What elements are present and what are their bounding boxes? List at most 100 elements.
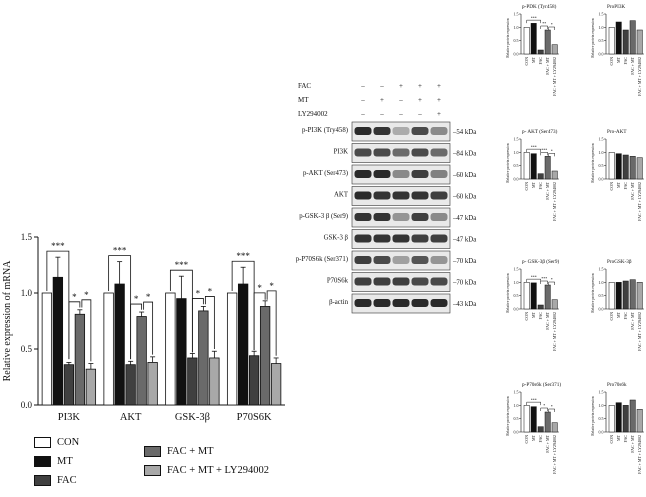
y-tick-label: 1.5 [21, 232, 33, 242]
blot-band [354, 234, 372, 243]
x-tick-label: FAC + MT [545, 311, 550, 329]
significance-bracket [526, 278, 541, 283]
x-tick-label: FAC + MT + LY294002 [637, 57, 642, 96]
blot-band [430, 170, 448, 178]
x-tick-label: P70S6K [237, 412, 272, 423]
y-axis-label: Relative protein expression [591, 143, 595, 183]
small-chart-title: p-P70s6k (Ser371) [522, 381, 561, 388]
x-tick-label: FAC + MT + LY294002 [552, 435, 557, 474]
y-tick-label: 0.5 [599, 163, 604, 168]
x-tick-label: FAC [538, 57, 543, 65]
legend-item: MT [34, 454, 73, 468]
significance-bracket [540, 25, 548, 29]
blot-band [354, 148, 372, 157]
bar-fac [63, 364, 75, 406]
small-chart-title: ProGSK-3β [607, 259, 632, 265]
legend-swatch [34, 455, 51, 467]
chart-p-akt: p- AKT (Ser473) 0.0 0.5 1.0 1.5 Relative prot… [506, 128, 559, 221]
x-tick-label: FAC + MT [630, 56, 635, 74]
bar-con [523, 152, 530, 180]
treatment-sign: + [437, 96, 441, 104]
significance-bracket [143, 301, 154, 355]
significance-label: * [551, 149, 553, 154]
blot-band [373, 127, 391, 135]
kda-marker: –60 kDa [452, 194, 476, 201]
y-tick-label: 1.5 [514, 390, 519, 395]
bar-fac_mt_ly [147, 362, 158, 406]
chart-p-p70: p-P70s6k (Ser371) 0.0 0.5 1.0 1.5 Relative pr… [506, 381, 561, 474]
chart-pro-akt: Pro-AKT 0.0 0.5 1.0 1.5 Relative protein expr… [591, 129, 644, 221]
blot-band [354, 127, 372, 135]
bar-con [608, 282, 615, 310]
bar-fac [622, 405, 629, 433]
x-tick-label: CON [609, 435, 614, 444]
legend-swatch [34, 436, 51, 448]
y-tick-label: 1.0 [514, 150, 519, 155]
x-tick-label: FAC + MT [630, 181, 635, 199]
y-axis-label: Relative protein expression [591, 18, 595, 58]
blot-band [430, 277, 448, 286]
significance-bracket [526, 401, 541, 406]
kda-marker: –70 kDa [452, 280, 476, 287]
x-tick-label: MT [616, 56, 621, 63]
blot-band [354, 299, 372, 307]
blot-band [430, 299, 448, 307]
y-tick-label: 1.0 [599, 280, 604, 285]
significance-bracket [68, 301, 81, 360]
significance-bracket [253, 292, 266, 351]
x-tick-label: FAC + MT [630, 434, 635, 452]
significance-bracket [191, 298, 204, 353]
blot-band [411, 277, 429, 286]
significance-label: *** [531, 397, 537, 402]
y-tick-label: 0.5 [514, 293, 519, 298]
bar-fac [622, 280, 629, 310]
chart-pro-pi3k: ProPI3K 0.0 0.5 1.0 1.5 Relative protein expr… [591, 4, 644, 96]
x-tick-label: AKT [120, 412, 142, 423]
y-tick-label: 1.0 [599, 25, 604, 30]
bar-fac_mt [198, 310, 209, 406]
bar-con [523, 405, 530, 433]
y-axis-label: Relative protein expression [591, 396, 595, 436]
x-tick-label: MT [531, 181, 536, 188]
small-chart-title: Pro70s6k [607, 382, 627, 388]
blot-band [354, 277, 372, 286]
bar-fac_mt_ly [551, 299, 558, 310]
x-tick-label: MT [531, 311, 536, 318]
x-tick-label: PI3K [58, 412, 81, 423]
legend-label: FAC + MT [167, 445, 214, 457]
y-tick-label: 1.0 [514, 403, 519, 408]
significance-label: * [551, 277, 553, 282]
bar-con [165, 292, 176, 406]
bar-fac [537, 304, 544, 310]
significance-bracket [540, 407, 548, 411]
bar-con [41, 292, 53, 406]
y-axis-label: Relative protein expression [506, 143, 510, 183]
treatment-label: LY294002 [298, 110, 328, 118]
blot-row-label: AKT [334, 192, 349, 199]
bar-fac_mt_ly [636, 157, 643, 180]
y-tick-label: 0.5 [21, 344, 33, 354]
small-chart-title: p- AKT (Ser473) [522, 128, 558, 135]
y-tick-label: 1.5 [514, 12, 519, 17]
treatment-sign: – [417, 110, 422, 118]
bar-fac [622, 154, 629, 180]
treatment-label: MT [298, 96, 309, 104]
small-chart-title: Pro-AKT [607, 129, 627, 135]
x-tick-label: FAC [623, 182, 628, 190]
x-tick-label: FAC + MT + LY294002 [552, 312, 557, 351]
bar-fac_mt [629, 20, 636, 55]
bar-con [608, 152, 615, 180]
legend-label: FAC + MT + LY294002 [167, 464, 269, 476]
blot-band [411, 213, 429, 221]
significance-label: *** [113, 246, 127, 256]
bar-fac_mt [136, 316, 147, 406]
treatment-sign: – [360, 110, 365, 118]
chart-p-pdk: p-PDK (Tyr458) 0.0 0.5 1.0 1.5 Relative prote… [506, 3, 559, 96]
blot-band [411, 234, 429, 243]
bar-mt [114, 283, 125, 406]
x-tick-label: MT [616, 311, 621, 318]
blot-band [373, 234, 391, 243]
kda-marker: –47 kDa [452, 237, 476, 244]
bar-fac [622, 29, 629, 55]
x-tick-label: MT [616, 181, 621, 188]
